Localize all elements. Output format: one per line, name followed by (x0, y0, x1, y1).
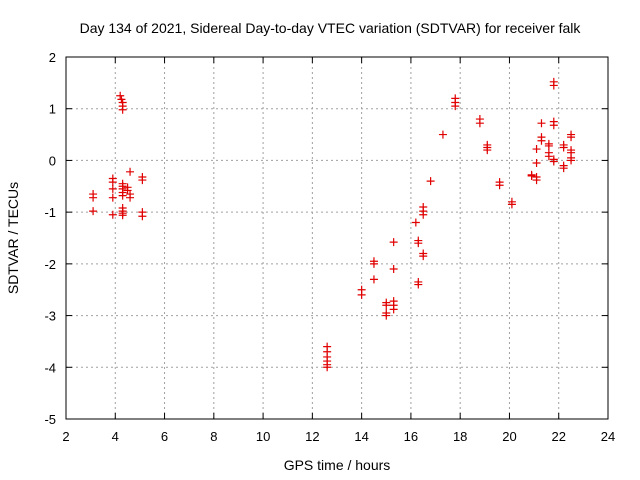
data-point (116, 91, 125, 100)
y-tick-label: -5 (44, 412, 56, 427)
data-point (438, 130, 447, 139)
x-tick-label: 24 (601, 429, 615, 444)
chart-title: Day 134 of 2021, Sidereal Day-to-day VTE… (80, 20, 582, 36)
data-point (108, 178, 117, 187)
data-point (382, 301, 391, 310)
data-point (389, 238, 398, 247)
data-point (532, 176, 541, 185)
data-point (389, 265, 398, 274)
data-point (419, 252, 428, 261)
data-point (89, 193, 98, 202)
data-point (382, 311, 391, 320)
data-point (89, 207, 98, 216)
data-point (495, 181, 504, 190)
data-point (532, 159, 541, 168)
y-tick-label: 2 (49, 50, 56, 65)
data-point (549, 157, 558, 166)
y-tick-label: -4 (44, 360, 56, 375)
x-tick-label: 20 (502, 429, 516, 444)
data-point (419, 210, 428, 219)
data-point (118, 105, 127, 114)
data-point (549, 121, 558, 130)
y-axis-label: SDTVAR / TECUs (5, 182, 21, 294)
x-axis-label: GPS time / hours (284, 457, 391, 473)
data-point (549, 81, 558, 90)
data-point (138, 176, 147, 185)
y-tick-label: -2 (44, 257, 56, 272)
data-point (108, 193, 117, 202)
data-point (475, 119, 484, 128)
data-point (411, 218, 420, 227)
data-point (108, 210, 117, 219)
x-tick-label: 6 (161, 429, 168, 444)
data-point (323, 363, 332, 372)
x-tick-label: 10 (256, 429, 270, 444)
y-tick-label: 1 (49, 102, 56, 117)
data-point (389, 305, 398, 314)
x-tick-label: 8 (210, 429, 217, 444)
data-point (118, 211, 127, 220)
data-point (567, 133, 576, 142)
data-point (451, 102, 460, 111)
data-point (559, 164, 568, 173)
y-tick-label: -1 (44, 205, 56, 220)
data-point (532, 145, 541, 154)
data-point (414, 280, 423, 289)
y-tick-label: 0 (49, 153, 56, 168)
data-point (426, 177, 435, 186)
x-tick-label: 18 (453, 429, 467, 444)
x-tick-label: 14 (354, 429, 368, 444)
data-point (118, 191, 127, 200)
data-point (357, 290, 366, 299)
data-point (544, 152, 553, 161)
data-point (537, 136, 546, 145)
data-point (507, 200, 516, 209)
data-point (369, 259, 378, 268)
data-point (544, 141, 553, 150)
x-tick-label: 4 (112, 429, 119, 444)
grid (66, 57, 608, 419)
data-points (89, 77, 576, 372)
data-point (126, 193, 135, 202)
plot-frame (65, 56, 609, 420)
x-tick-label: 16 (404, 429, 418, 444)
x-tick-label: 22 (551, 429, 565, 444)
y-tick-label: -3 (44, 309, 56, 324)
data-point (567, 156, 576, 165)
data-point (138, 212, 147, 221)
data-point (108, 184, 117, 193)
data-point (369, 275, 378, 284)
x-tick-label: 12 (305, 429, 319, 444)
data-point (559, 143, 568, 152)
x-tick-label: 2 (62, 429, 69, 444)
data-point (527, 171, 536, 180)
data-point (414, 239, 423, 248)
data-point (537, 119, 546, 128)
data-point (126, 167, 135, 176)
data-point (483, 146, 492, 155)
